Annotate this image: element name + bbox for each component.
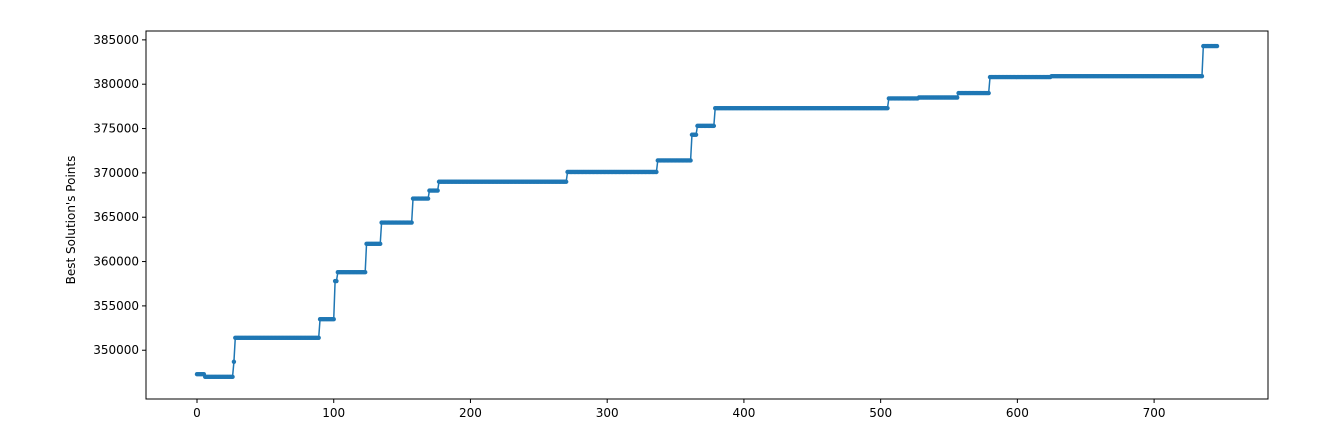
data-point (334, 278, 339, 284)
data-point (885, 105, 890, 111)
data-point (693, 132, 699, 137)
data-point (378, 241, 383, 247)
data-point (986, 90, 991, 96)
data-point (688, 158, 693, 163)
data-point (563, 179, 569, 184)
data-point (711, 123, 717, 129)
data-point (230, 374, 235, 380)
data-point (231, 359, 237, 364)
x-tick-label: 0 (193, 406, 201, 420)
series-markers (194, 43, 1220, 380)
data-point (1199, 74, 1205, 79)
x-tick-label: 700 (1143, 406, 1166, 420)
x-axis: 0 100 200 300 400 500 600 700 (193, 399, 1166, 420)
x-tick-label: 600 (1006, 406, 1029, 420)
x-tick-label: 400 (732, 406, 755, 420)
y-tick-label: 385000 (93, 33, 139, 47)
data-point (331, 316, 336, 322)
y-tick-label: 375000 (93, 122, 139, 136)
data-point (316, 335, 321, 341)
x-tick-label: 500 (869, 406, 892, 420)
y-tick-label: 370000 (93, 166, 139, 180)
plot-area (145, 30, 1269, 400)
y-axis-label: Best Solution's Points (64, 156, 78, 285)
y-tick-label: 350000 (93, 343, 139, 357)
data-point (409, 220, 414, 225)
x-tick-label: 100 (322, 406, 345, 420)
y-tick-label: 365000 (93, 210, 139, 224)
x-tick-label: 300 (596, 406, 619, 420)
y-axis: 350000 355000 360000 365000 370000 375000 3800… (93, 33, 146, 357)
x-tick-label: 200 (459, 406, 482, 420)
y-tick-label: 360000 (93, 255, 139, 269)
data-point (435, 188, 440, 193)
data-point (425, 196, 431, 201)
data-point (654, 169, 659, 175)
data-point (1214, 43, 1220, 49)
data-point (955, 95, 960, 100)
axes-frame (145, 30, 1269, 400)
y-tick-label: 355000 (93, 299, 139, 313)
y-tick-label: 380000 (93, 77, 139, 91)
data-point (362, 270, 368, 275)
